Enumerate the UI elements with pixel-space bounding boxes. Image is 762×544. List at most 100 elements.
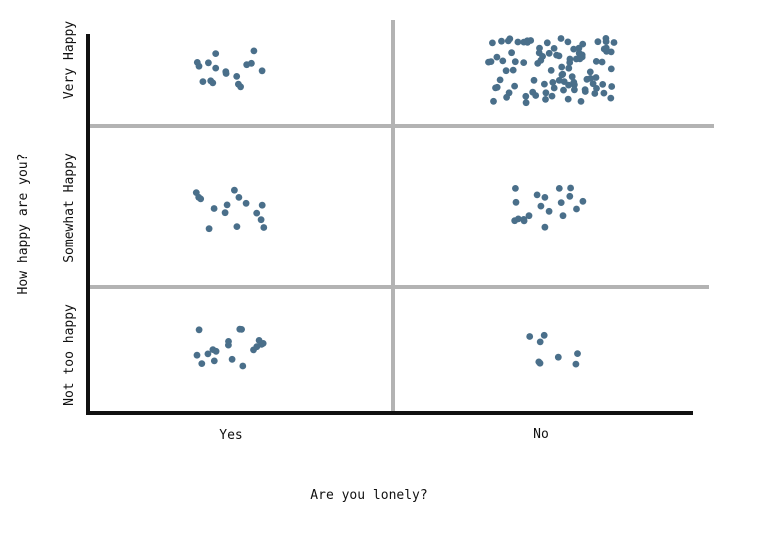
data-point [242,199,250,207]
data-point [535,358,543,366]
data-point [592,74,600,81]
data-point [222,68,230,76]
data-point [554,353,562,361]
data-point [573,205,580,213]
data-point [502,67,510,75]
data-point [490,97,497,105]
data-point [564,95,572,103]
data-point [493,53,501,61]
y-tick-label-not-too-happy: Not too happy [62,304,77,406]
data-point [608,83,616,90]
data-point [599,81,607,88]
data-point [260,224,268,231]
data-point [525,212,533,220]
data-point [509,66,517,74]
axes [86,34,693,415]
y-tick-label-very-happy: Very Happy [62,21,77,99]
data-point [228,355,236,363]
data-point [523,37,531,45]
data-point [212,347,220,355]
data-point [586,68,594,76]
data-point [195,326,203,334]
data-point [587,75,594,82]
data-point [257,216,265,224]
data-point [233,73,241,80]
data-point [511,217,519,225]
data-point [568,73,576,81]
data-point [193,351,201,359]
data-point [235,194,243,201]
data-point [514,38,522,46]
data-point [541,194,549,201]
data-point [511,58,519,66]
data-point [511,82,518,90]
data-point [238,326,246,333]
data-point [536,338,544,346]
data-point [579,197,587,205]
data-point [540,331,548,339]
data-point [195,193,203,201]
data-point [195,62,203,70]
data-point [591,90,599,97]
data-point [205,59,212,67]
data-point [520,216,528,223]
data-point [212,50,220,57]
data-point [572,360,580,368]
data-point [533,191,541,199]
data-point [549,79,557,86]
data-point [547,67,555,74]
y-tick-label-somewhat-happy: Somewhat Happy [62,153,77,263]
x-axis-title: Are you lonely? [310,488,427,503]
data-point [250,47,258,55]
data-point [574,350,581,357]
y-axis-title: How happy are you? [16,154,31,295]
data-point [489,39,496,47]
data-point [555,77,563,84]
data-point [210,205,218,212]
data-point [548,92,556,100]
data-point [496,76,504,84]
data-point [223,201,231,209]
data-points [192,35,618,370]
data-point [204,350,212,358]
data-point [225,338,232,345]
x-tick-label-yes: Yes [219,428,242,443]
data-point [209,79,217,87]
data-point [253,343,261,351]
data-point [600,89,608,97]
data-point [555,185,563,192]
data-point [610,39,618,46]
data-point [221,209,229,217]
data-point [571,86,578,94]
data-point [258,201,266,209]
data-point [532,92,540,99]
data-point [253,209,261,217]
data-point [526,333,534,340]
data-point [545,49,553,57]
data-point [565,64,573,72]
data-point [557,35,565,42]
data-point [541,223,549,231]
data-point [550,45,558,52]
data-point [235,80,242,88]
data-point [205,225,213,233]
data-point [602,38,610,45]
data-point [545,207,553,215]
data-point [508,49,515,57]
data-point [536,44,543,52]
data-point [567,184,574,192]
data-point [603,47,610,55]
data-point [210,357,218,365]
data-point [243,61,251,69]
data-point [560,86,567,94]
data-point [233,223,241,231]
data-point [530,76,538,84]
data-point [239,362,247,370]
data-point [559,212,567,220]
data-point [565,81,572,89]
data-point [566,192,574,200]
data-point [555,52,563,60]
data-point [581,88,589,95]
data-point [543,39,551,47]
